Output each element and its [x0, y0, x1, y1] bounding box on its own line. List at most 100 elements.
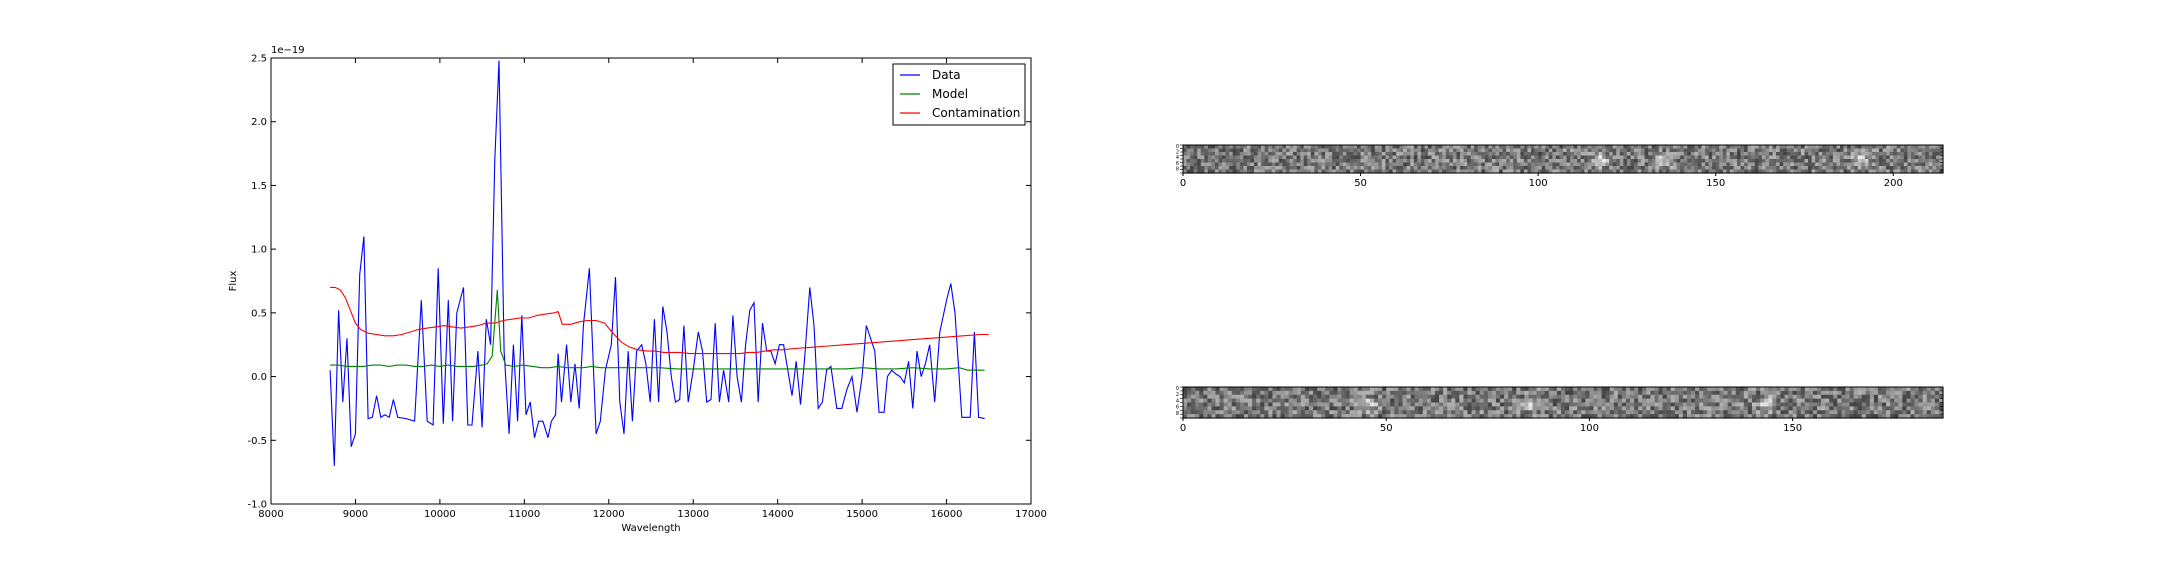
image-pixel [1800, 155, 1806, 160]
image-pixel [1845, 410, 1851, 415]
image-pixel [1630, 390, 1635, 396]
image-pixel [1758, 169, 1763, 174]
image-pixel [1682, 410, 1688, 415]
image-pixel [1548, 394, 1554, 400]
image-pixel [1200, 155, 1205, 160]
image-pixel [1215, 402, 1221, 407]
image-pixel [1756, 414, 1761, 419]
image-pixel [1593, 390, 1599, 396]
image-pixel [1321, 414, 1326, 419]
image-pixel [1555, 148, 1561, 153]
image-pixel [1402, 390, 1408, 396]
image-pixel [1585, 387, 1591, 392]
image-pixel [1731, 390, 1737, 396]
image-pixel [1879, 166, 1884, 171]
image-pixel [1332, 166, 1337, 171]
image-pixel [1695, 398, 1700, 404]
image-pixel [1229, 155, 1234, 160]
image-pixel [1239, 162, 1244, 167]
image-pixel [1740, 159, 1745, 164]
image-pixel [1737, 148, 1742, 153]
image-pixel [1321, 145, 1326, 150]
image-pixel [1889, 169, 1894, 174]
image-pixel [1587, 152, 1593, 157]
image-pixel [1399, 145, 1404, 150]
image-pixel [1410, 394, 1416, 400]
image-pixel [1797, 159, 1802, 164]
image-pixel [1836, 169, 1841, 174]
image-pixel [1523, 148, 1529, 153]
image-pixel [1207, 414, 1213, 419]
image-pixel [1463, 398, 1469, 404]
image-pixel [1314, 169, 1319, 174]
image-pixel [1796, 390, 1802, 396]
image-pixel [1680, 145, 1685, 150]
image-pixel [1257, 152, 1262, 157]
image-pixel [1332, 145, 1337, 150]
image-pixel [1394, 406, 1399, 411]
image-pixel [1768, 166, 1774, 171]
image-pixel [1832, 162, 1838, 167]
image-pixel [1463, 410, 1469, 415]
image-pixel [1626, 145, 1632, 150]
image-pixel [1304, 398, 1310, 404]
image-pixel [1235, 390, 1241, 396]
image-pixel [1231, 410, 1237, 415]
image-pixel [1670, 406, 1676, 411]
image-pixel [1459, 394, 1465, 400]
image-pixel [1687, 159, 1692, 164]
image-pixel [1272, 402, 1278, 407]
image-pixel [1886, 414, 1891, 419]
image-pixel [1360, 145, 1365, 150]
image-pixel [1577, 166, 1582, 171]
image-pixel [1463, 169, 1468, 174]
image-pixel [1638, 406, 1643, 411]
image-pixel [1442, 169, 1447, 174]
image-pixel [1800, 410, 1806, 415]
image-pixel [1815, 166, 1820, 171]
image-pixel [1788, 410, 1794, 415]
image-pixel [1459, 410, 1465, 415]
image-pixel [1317, 148, 1323, 153]
image-pixel [1357, 390, 1363, 396]
image-pixel [1243, 152, 1248, 157]
image-pixel [1893, 155, 1898, 160]
image-pixel [1243, 159, 1248, 164]
image-pixel [1307, 155, 1312, 160]
image-pixel [1467, 148, 1472, 153]
image-pixel [1342, 162, 1347, 167]
image-pixel [1467, 390, 1473, 396]
image-pixel [1733, 148, 1738, 153]
image-pixel [1857, 394, 1863, 400]
image-pixel [1818, 159, 1823, 164]
image-pixel [1711, 410, 1716, 415]
image-pixel [1609, 148, 1614, 153]
image-pixel [1780, 410, 1786, 415]
image-pixel [1705, 155, 1710, 160]
image-pixel [1882, 390, 1887, 396]
image-pixel [1658, 402, 1664, 407]
image-pixel [1886, 398, 1891, 404]
image-pixel [1783, 159, 1788, 164]
image-pixel [1406, 402, 1412, 407]
image-pixel [1211, 148, 1216, 153]
image-pixel [1832, 148, 1838, 153]
image-pixel [1345, 414, 1351, 419]
image-pixel [1260, 387, 1265, 392]
image-pixel [1581, 410, 1586, 415]
image-pixel [1756, 387, 1761, 392]
image-pixel [1849, 390, 1855, 396]
image-pixel [1552, 406, 1558, 411]
image-pixel [1509, 169, 1514, 174]
image-pixel [1288, 402, 1294, 407]
image-pixel [1232, 166, 1237, 171]
image-pixel [1378, 414, 1383, 419]
image-pixel [1690, 145, 1695, 150]
image-pixel [1534, 145, 1539, 150]
image-pixel [1386, 394, 1391, 400]
image-pixel [1598, 166, 1603, 171]
image-pixel [1467, 169, 1472, 174]
image-pixel [1829, 402, 1834, 407]
image-pixel [1925, 145, 1930, 150]
image-pixel [1471, 398, 1477, 404]
